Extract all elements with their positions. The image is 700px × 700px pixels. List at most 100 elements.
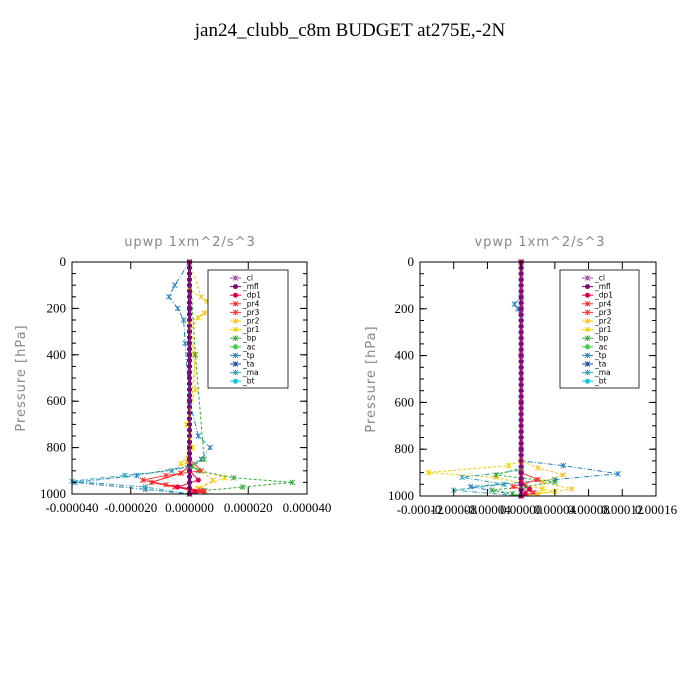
data-point-mfl bbox=[518, 336, 524, 340]
y-tick-label: 800 bbox=[395, 441, 415, 456]
legend-label: _ta bbox=[242, 360, 254, 369]
y-tick-label: 600 bbox=[395, 394, 415, 409]
legend-marker bbox=[232, 275, 239, 281]
y-tick-label: 200 bbox=[47, 300, 67, 315]
data-point-mfl bbox=[187, 451, 192, 455]
legend-label: _bp bbox=[242, 334, 257, 343]
x-tick-label: 0.00016 bbox=[635, 502, 678, 517]
data-point-mfl bbox=[518, 289, 524, 293]
data-point-mfl bbox=[518, 406, 524, 410]
legend-marker bbox=[584, 300, 591, 307]
legend-marker bbox=[232, 318, 239, 324]
data-point-mfl bbox=[518, 359, 524, 363]
y-axis-label: Pressure [hPa] bbox=[14, 324, 29, 431]
data-point-pr3 bbox=[535, 476, 541, 483]
x-tick-label: -0.00008 bbox=[430, 502, 477, 517]
data-point-mfl bbox=[187, 440, 192, 444]
legend-marker bbox=[584, 352, 591, 359]
data-point-mfl bbox=[187, 376, 192, 380]
data-point-pr1 bbox=[505, 462, 512, 469]
data-point-mfl bbox=[187, 347, 192, 351]
data-point-mfl bbox=[187, 457, 192, 461]
legend-marker bbox=[584, 318, 591, 324]
legend-box bbox=[559, 269, 640, 389]
data-point-mfl bbox=[518, 307, 524, 311]
legend-marker bbox=[233, 344, 238, 350]
data-point-mfl bbox=[518, 389, 524, 393]
data-point-pr1 bbox=[539, 486, 546, 492]
data-point-mfl bbox=[187, 446, 192, 450]
legend-marker bbox=[584, 309, 591, 316]
x-tick-label: -0.00004 bbox=[464, 502, 511, 517]
data-point-mfl bbox=[187, 335, 192, 339]
data-point-pr1 bbox=[189, 444, 196, 451]
data-point-mfl bbox=[187, 382, 192, 386]
data-point-dp1 bbox=[195, 477, 201, 483]
data-point-pr3 bbox=[530, 489, 537, 496]
y-tick-label: 800 bbox=[47, 440, 67, 455]
data-point-dp1 bbox=[175, 484, 181, 490]
data-point-bp bbox=[488, 487, 495, 493]
x-tick-label: 0.00012 bbox=[601, 502, 643, 517]
legend-label: _bt bbox=[594, 377, 607, 386]
data-point-pr3 bbox=[509, 483, 516, 490]
data-point-mfl bbox=[187, 463, 192, 467]
y-tick-label: 400 bbox=[47, 347, 67, 362]
data-point-tp bbox=[511, 301, 518, 307]
data-point-pr2 bbox=[535, 465, 541, 471]
y-axis-label: Pressure [hPa] bbox=[364, 325, 379, 432]
legend-marker bbox=[584, 326, 591, 333]
data-point-mfl bbox=[518, 272, 524, 276]
legend-marker bbox=[585, 344, 590, 350]
legend-marker bbox=[233, 292, 238, 298]
data-point-mfl bbox=[518, 459, 524, 463]
data-point-mfl bbox=[187, 469, 192, 473]
data-point-mfl bbox=[518, 395, 524, 399]
legend-label: _ma bbox=[594, 368, 611, 377]
data-point-tp bbox=[174, 305, 181, 312]
data-point-bp bbox=[230, 474, 237, 481]
legend-label: _pr3 bbox=[242, 308, 260, 317]
legend-label: _bp bbox=[594, 334, 609, 343]
data-point-mfl bbox=[187, 301, 192, 305]
legend-marker bbox=[584, 361, 591, 367]
legend-marker bbox=[232, 326, 239, 333]
data-point-tp bbox=[171, 282, 178, 289]
series-line-bp bbox=[491, 262, 555, 497]
data-point-mfl bbox=[518, 377, 524, 381]
legend-label: _pr4 bbox=[594, 299, 612, 308]
data-point-ma bbox=[169, 467, 175, 474]
x-tick-label: 0.000020 bbox=[224, 500, 273, 515]
data-point-pr2 bbox=[560, 472, 567, 478]
data-point-mfl bbox=[518, 476, 524, 480]
data-point-dp1 bbox=[527, 486, 533, 492]
data-point-mfl bbox=[187, 295, 192, 299]
data-point-mfl bbox=[518, 371, 524, 375]
data-point-mfl bbox=[518, 278, 524, 282]
data-point-mfl bbox=[187, 359, 192, 363]
legend-marker bbox=[233, 284, 238, 290]
data-point-mfl bbox=[187, 306, 192, 310]
legend-label: _ac bbox=[242, 342, 255, 351]
data-point-tp bbox=[514, 305, 521, 312]
data-point-mfl bbox=[187, 312, 192, 316]
data-point-pr2 bbox=[210, 477, 216, 483]
data-point-mfl bbox=[518, 365, 524, 369]
data-point-mfl bbox=[518, 400, 524, 404]
legend-marker bbox=[232, 361, 239, 367]
data-point-mfl bbox=[518, 436, 524, 439]
data-point-pr2 bbox=[198, 293, 205, 300]
data-point-pr1 bbox=[183, 421, 190, 428]
legend-label: _pr2 bbox=[242, 317, 260, 326]
data-point-mfl bbox=[187, 283, 192, 287]
data-point-mfl bbox=[187, 422, 192, 426]
x-tick-label: 0.00004 bbox=[534, 502, 577, 517]
data-point-tp bbox=[133, 472, 140, 479]
legend-marker bbox=[585, 378, 590, 384]
data-point-pr3 bbox=[163, 481, 169, 488]
data-point-mfl bbox=[187, 330, 192, 334]
data-point-mfl bbox=[518, 383, 524, 387]
data-point-mfl bbox=[518, 348, 524, 352]
data-point-pr4 bbox=[177, 470, 184, 476]
data-point-mfl bbox=[518, 324, 524, 328]
